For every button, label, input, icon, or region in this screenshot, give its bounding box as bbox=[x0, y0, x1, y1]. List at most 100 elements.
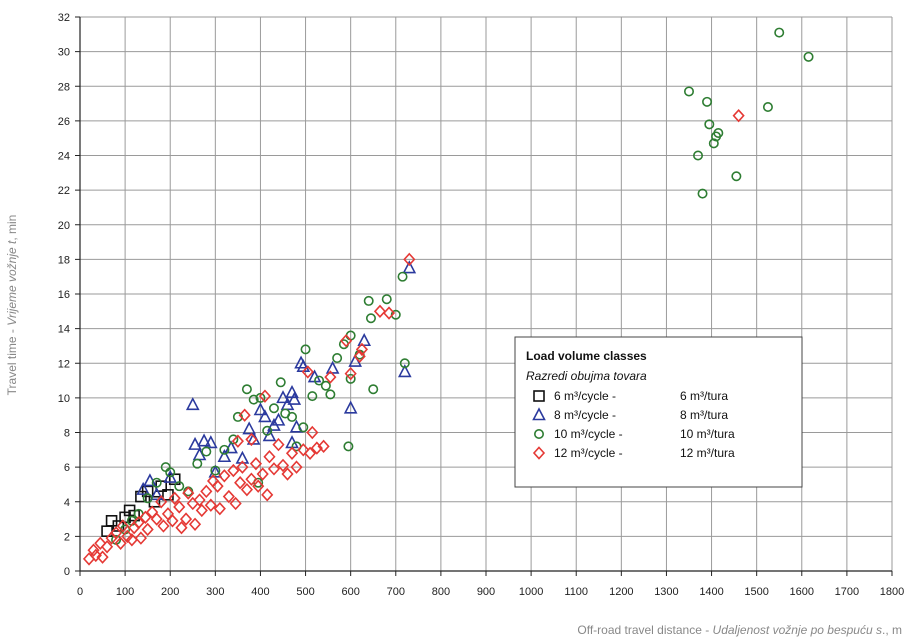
data-point-diamond bbox=[134, 531, 147, 545]
data-point-diamond bbox=[186, 496, 199, 511]
data-point-triangle bbox=[235, 450, 250, 464]
data-point-circle bbox=[165, 467, 176, 478]
y-tick-label: 22 bbox=[58, 185, 70, 197]
legend-entries: 6 m³/cycle - 6 m³/tura 8 m³/cycle - 8 m³/tu… bbox=[532, 389, 735, 460]
data-point-diamond bbox=[245, 432, 258, 447]
data-point-circle bbox=[713, 127, 724, 138]
y-tick-label: 32 bbox=[58, 12, 70, 24]
x-tick-label: 600 bbox=[341, 586, 359, 598]
data-point-circle bbox=[762, 102, 773, 113]
data-point-circle bbox=[803, 51, 814, 62]
data-point-diamond bbox=[218, 469, 231, 483]
x-tick-label: 1100 bbox=[564, 586, 588, 598]
data-point-circle bbox=[201, 446, 212, 457]
x-axis-title-plain: Off-road travel distance - bbox=[577, 623, 712, 637]
data-point-diamond bbox=[240, 482, 253, 497]
data-point-diamond bbox=[161, 507, 175, 521]
data-point-diamond bbox=[173, 500, 186, 514]
x-tick-label: 900 bbox=[477, 586, 495, 598]
data-point-circle bbox=[363, 295, 374, 306]
data-point-triangle bbox=[357, 333, 372, 347]
data-point-diamond bbox=[96, 550, 109, 564]
data-point-diamond bbox=[166, 514, 179, 528]
data-point-diamond bbox=[132, 515, 145, 530]
data-point-diamond bbox=[150, 512, 163, 526]
legend-box bbox=[514, 336, 803, 488]
data-point-circle bbox=[228, 434, 239, 445]
x-tick-label: 1000 bbox=[519, 586, 543, 598]
x-tick-label: 100 bbox=[116, 586, 134, 598]
data-point-triangle bbox=[188, 436, 202, 450]
x-tick-label: 1700 bbox=[835, 586, 859, 598]
data-point-circle bbox=[381, 294, 392, 305]
axes bbox=[75, 16, 893, 576]
data-point-diamond bbox=[229, 496, 242, 511]
x-tick-label: 700 bbox=[387, 586, 405, 598]
data-point-circle bbox=[774, 27, 785, 38]
data-point-diamond bbox=[188, 517, 202, 531]
data-point-circle bbox=[704, 119, 715, 130]
data-point-diamond bbox=[116, 519, 129, 533]
data-point-circle bbox=[693, 150, 704, 161]
data-point-circle bbox=[325, 389, 336, 400]
data-point-circle bbox=[399, 358, 410, 369]
data-point-diamond bbox=[236, 460, 249, 474]
data-point-diamond bbox=[310, 441, 323, 455]
x-axis-title-italic: Udaljenost vožnje po bespuću s bbox=[713, 623, 882, 637]
legend-marker-circle bbox=[533, 428, 544, 439]
data-point-circle bbox=[298, 422, 309, 433]
data-point-circle bbox=[262, 425, 273, 436]
data-point-circle bbox=[368, 384, 379, 395]
y-tick-label: 10 bbox=[58, 393, 70, 405]
y-axis-title-plain: Travel time - bbox=[5, 326, 19, 396]
y-tick-label: 2 bbox=[64, 531, 70, 543]
data-point-circle bbox=[708, 138, 719, 149]
data-point-circle bbox=[174, 481, 185, 492]
x-tick-label: 300 bbox=[206, 586, 224, 598]
data-point-triangle bbox=[149, 487, 164, 501]
data-point-circle bbox=[210, 465, 221, 476]
data-point-diamond bbox=[157, 519, 170, 533]
legend-marker-triangle bbox=[532, 407, 546, 421]
y-tick-label: 30 bbox=[58, 47, 70, 59]
data-point-circle bbox=[192, 458, 203, 469]
data-point-diamond bbox=[297, 443, 310, 457]
x-tick-label: 200 bbox=[161, 586, 179, 598]
x-tick-label: 1300 bbox=[654, 586, 678, 598]
data-point-diamond bbox=[344, 366, 357, 381]
data-point-triangle bbox=[258, 409, 272, 423]
legend: Load volume classes Razredi obujma tovar… bbox=[514, 336, 803, 488]
data-point-triangle bbox=[185, 397, 200, 411]
data-point-diamond bbox=[276, 458, 290, 473]
legend-marker-diamond bbox=[532, 446, 546, 460]
y-tick-label: 12 bbox=[58, 358, 70, 370]
data-point-triangle bbox=[136, 481, 150, 495]
y-tick-label: 26 bbox=[58, 116, 70, 128]
data-point-diamond bbox=[382, 306, 396, 320]
legend-label-left: 6 m³/cycle - bbox=[554, 389, 616, 403]
data-point-triangle bbox=[253, 402, 268, 416]
series-diamond bbox=[82, 108, 745, 566]
data-point-diamond bbox=[238, 408, 251, 422]
y-tick-label: 0 bbox=[64, 566, 70, 578]
data-point-circle bbox=[320, 380, 331, 391]
y-axis-title: Travel time - Vrijeme vožnje t, min bbox=[5, 215, 19, 396]
legend-label-left: 12 m³/cycle - bbox=[554, 446, 623, 460]
data-point-diamond bbox=[267, 462, 281, 476]
data-point-diamond bbox=[303, 446, 317, 460]
legend-label-left: 8 m³/cycle - bbox=[554, 408, 616, 422]
data-point-circle bbox=[332, 353, 343, 364]
data-point-diamond bbox=[94, 536, 107, 550]
data-point-diamond bbox=[200, 484, 213, 499]
data-point-diamond bbox=[114, 536, 127, 550]
data-point-diamond bbox=[252, 479, 265, 493]
x-tick-label: 500 bbox=[296, 586, 314, 598]
data-point-triangle bbox=[287, 391, 302, 405]
y-tick-label: 16 bbox=[58, 289, 70, 301]
data-point-diamond bbox=[89, 548, 102, 563]
y-tick-label: 28 bbox=[58, 81, 70, 93]
data-point-triangle bbox=[204, 435, 218, 449]
data-point-diamond bbox=[195, 503, 208, 518]
